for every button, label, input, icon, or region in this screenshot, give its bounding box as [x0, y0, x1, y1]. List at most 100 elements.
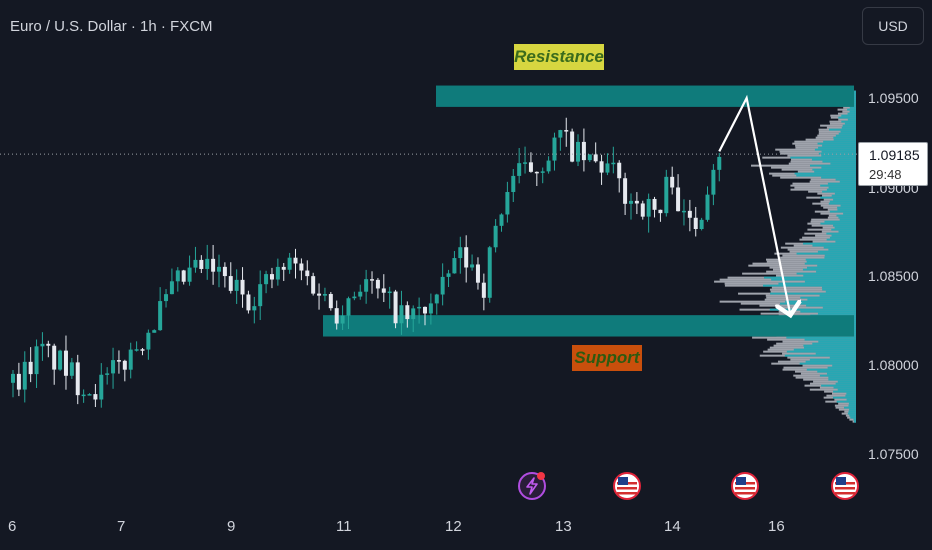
- volume-bar: [714, 280, 856, 283]
- candle-body: [311, 276, 316, 294]
- candle-body: [628, 200, 633, 204]
- x-tick-label: 13: [555, 518, 572, 535]
- candle-body: [640, 203, 645, 217]
- volume-bar: [780, 246, 856, 249]
- volume-bar-active: [833, 136, 856, 139]
- candle-body: [540, 171, 545, 173]
- volume-bar: [834, 404, 856, 407]
- volume-bar-active: [804, 262, 856, 265]
- candle-body: [58, 350, 63, 370]
- volume-bar-active: [848, 402, 856, 405]
- volume-bar: [813, 380, 856, 383]
- volume-bar: [752, 262, 856, 265]
- volume-bar: [838, 118, 856, 121]
- volume-bar-active: [829, 128, 856, 131]
- y-tick-label: 1.08500: [868, 268, 919, 284]
- candle-body: [111, 360, 116, 374]
- volume-bar: [826, 126, 856, 129]
- us-flag-icon[interactable]: [830, 471, 860, 501]
- volume-bar-active: [800, 296, 856, 299]
- volume-bar-active: [852, 92, 856, 95]
- currency-button[interactable]: USD: [862, 7, 924, 45]
- volume-bar: [820, 204, 856, 207]
- x-tick-label: 6: [8, 518, 17, 535]
- volume-bar: [765, 294, 856, 297]
- volume-bar-active: [811, 158, 856, 161]
- candle-body: [352, 296, 357, 299]
- x-tick-label: 9: [227, 518, 236, 535]
- us-flag-icon[interactable]: [612, 471, 642, 501]
- volume-bar-active: [784, 354, 856, 357]
- volume-bar-active: [822, 288, 856, 291]
- volume-bar-active: [833, 198, 856, 201]
- candle-body: [658, 209, 663, 214]
- volume-bar-active: [763, 284, 856, 287]
- volume-bar: [779, 150, 856, 153]
- volume-bar-active: [834, 226, 856, 229]
- candle-body: [375, 279, 380, 289]
- y-tick-label: 1.09500: [868, 90, 919, 106]
- candle-body: [199, 259, 204, 269]
- volume-bar-active: [828, 202, 856, 205]
- candle-body: [140, 349, 145, 351]
- candle-body: [570, 131, 575, 162]
- volume-bar: [818, 130, 856, 133]
- volume-bar-active: [824, 254, 856, 257]
- volume-bar-active: [852, 90, 856, 93]
- volume-bar-active: [809, 358, 856, 361]
- volume-bar-active: [833, 386, 856, 389]
- candle-body: [164, 294, 169, 302]
- volume-bar-active: [829, 356, 856, 359]
- candles-layer: [11, 117, 722, 408]
- volume-bar-active: [839, 218, 856, 221]
- candle-body: [81, 394, 86, 397]
- volume-bar: [802, 364, 856, 367]
- volume-bar-active: [838, 216, 856, 219]
- candle-body: [605, 163, 610, 173]
- candle-body: [517, 163, 522, 176]
- volume-bar-active: [833, 390, 856, 393]
- lightning-icon[interactable]: [517, 471, 547, 501]
- volume-bar: [787, 356, 856, 359]
- volume-bar-active: [837, 388, 856, 391]
- volume-bar-active: [805, 360, 856, 363]
- volume-bar: [771, 286, 856, 289]
- volume-bar-active: [824, 256, 856, 259]
- candle-body: [364, 279, 369, 292]
- volume-bar-active: [823, 246, 856, 249]
- volume-bar: [780, 256, 856, 259]
- candle-body: [464, 247, 469, 268]
- volume-bar: [792, 182, 856, 185]
- candle-body: [523, 162, 528, 164]
- volume-bar-active: [764, 276, 856, 279]
- candle-body: [670, 176, 675, 188]
- current-price-box: 1.09185 29:48: [858, 142, 928, 186]
- volume-bar-active: [823, 140, 856, 143]
- volume-bar-active: [829, 210, 856, 213]
- candle-body: [134, 349, 139, 351]
- volume-bar-active: [828, 186, 856, 189]
- resistance-zone: [436, 85, 854, 107]
- volume-bar: [760, 312, 856, 315]
- volume-bar-active: [796, 252, 856, 255]
- volume-bar-active: [828, 248, 856, 251]
- candle-body: [381, 288, 386, 293]
- candle-body: [705, 194, 710, 220]
- us-flag-icon[interactable]: [730, 471, 760, 501]
- candle-body: [487, 247, 492, 298]
- candle-body: [305, 270, 310, 277]
- volume-bar: [832, 392, 856, 395]
- volume-bar-active: [804, 280, 856, 283]
- volume-bar-active: [844, 406, 856, 409]
- volume-bar: [805, 138, 856, 141]
- candle-body: [576, 141, 581, 162]
- volume-bar: [843, 106, 856, 109]
- y-tick-label: 1.08000: [868, 357, 919, 373]
- candle-body: [128, 349, 133, 370]
- candle-body: [146, 332, 151, 350]
- volume-bar-active: [799, 362, 856, 365]
- candle-body: [505, 192, 510, 215]
- volume-bar-active: [828, 378, 856, 381]
